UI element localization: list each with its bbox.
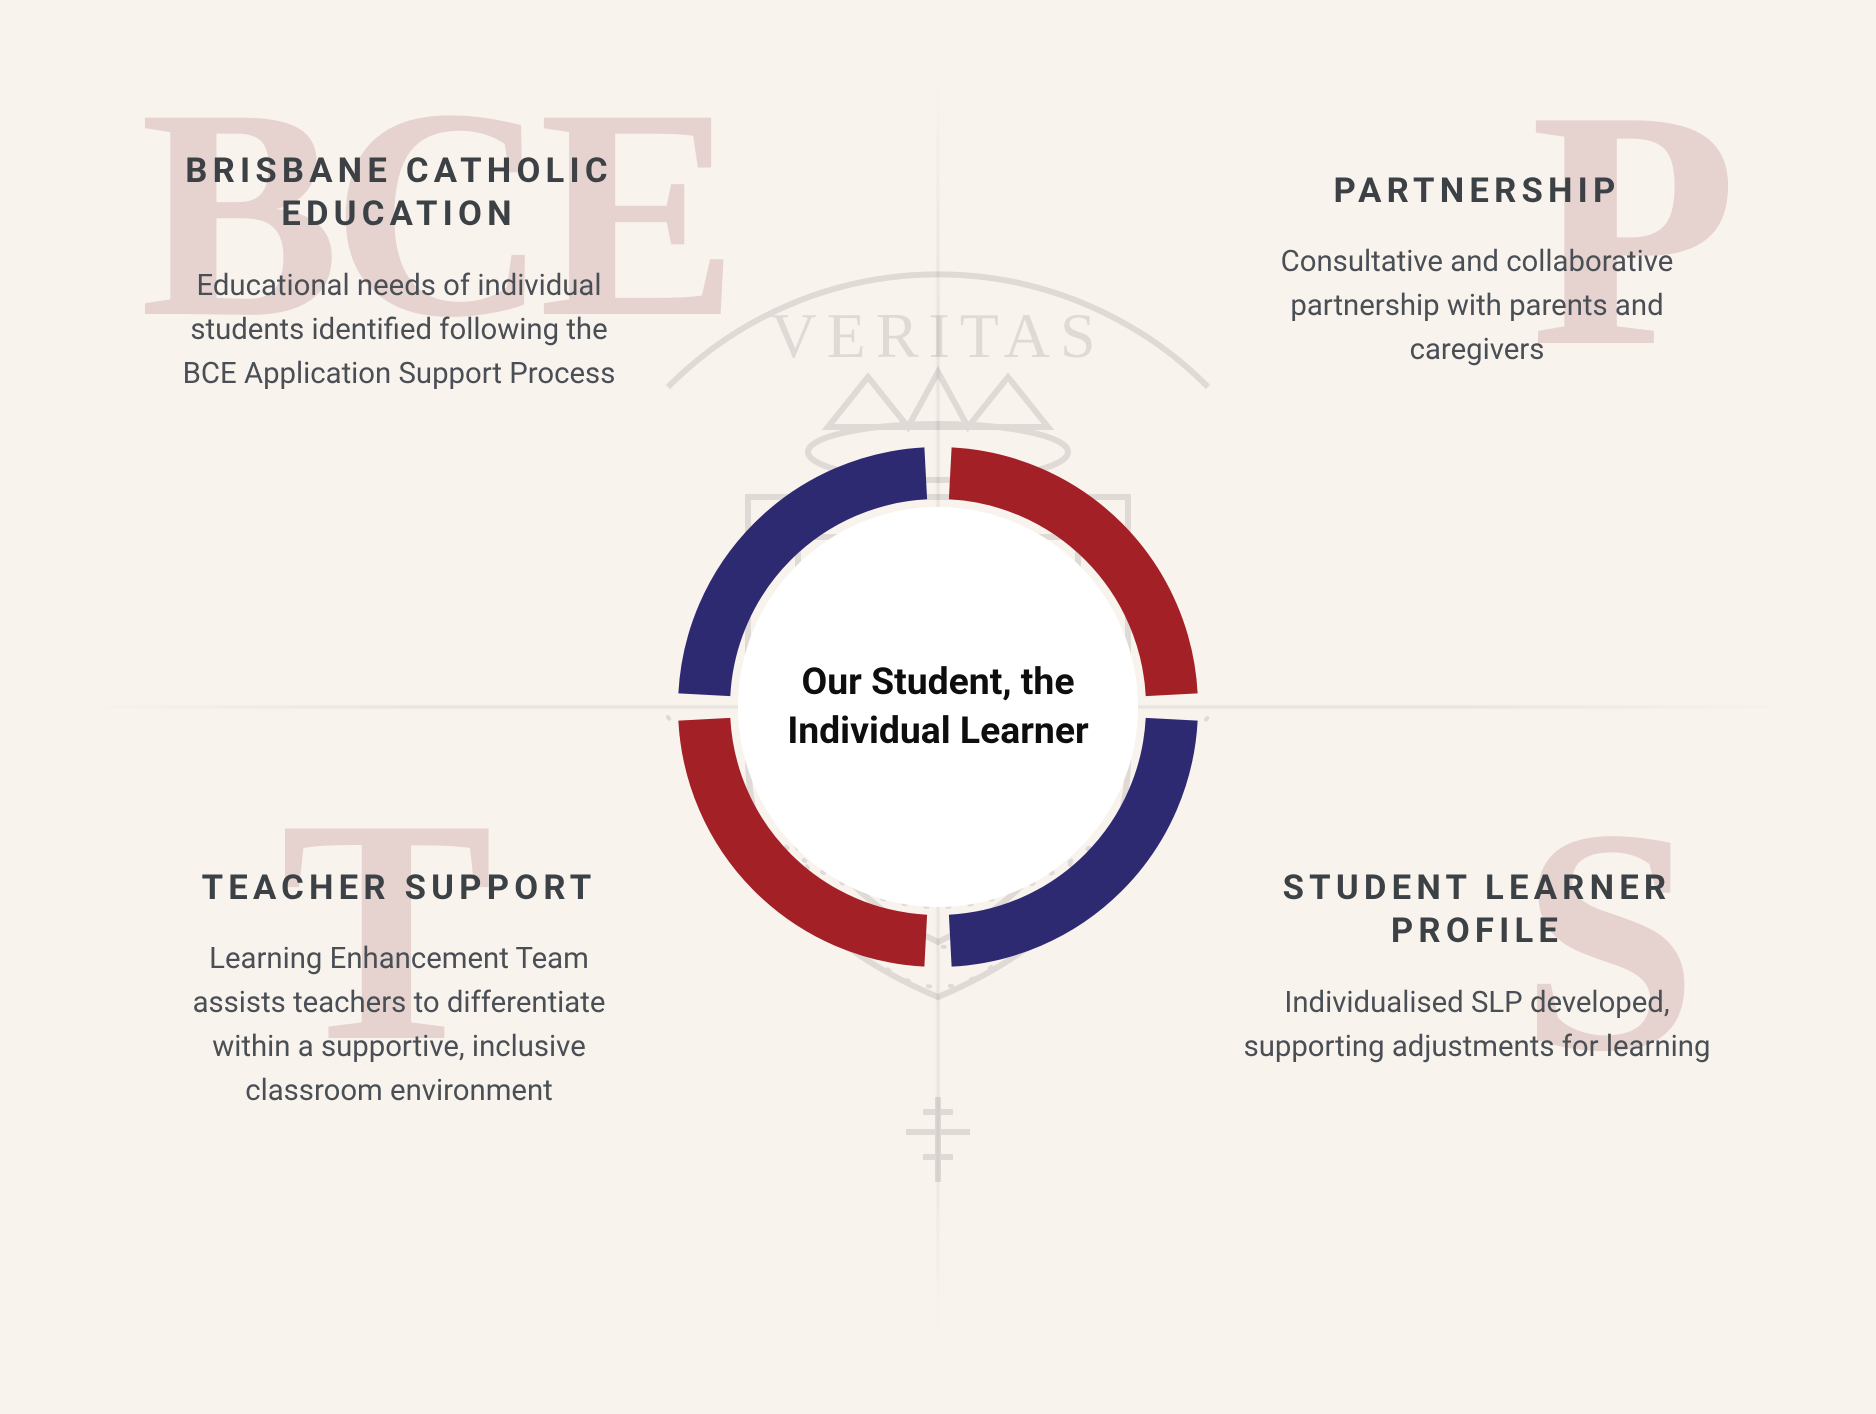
center-ring: Our Student, the Individual Learner [678, 447, 1198, 967]
teacher-support-body: Learning Enhancement Team assists teache… [164, 938, 634, 1114]
infographic-canvas: VERITAS [0, 0, 1876, 1414]
teacher-support-title: TEACHER SUPPORT [202, 867, 597, 910]
bce-title: BRISBANE CATHOLIC EDUCATION [120, 150, 678, 237]
slp-title: STUDENT LEARNER PROFILE [1198, 867, 1756, 954]
partnership-body: Consultative and collaborative partnersh… [1242, 241, 1712, 373]
partnership-title: PARTNERSHIP [1333, 170, 1620, 213]
center-text: Our Student, the Individual Learner [778, 658, 1098, 755]
bce-body: Educational needs of individual students… [164, 265, 634, 397]
center-disc: Our Student, the Individual Learner [738, 507, 1138, 907]
slp-body: Individualised SLP developed, supporting… [1242, 982, 1712, 1070]
